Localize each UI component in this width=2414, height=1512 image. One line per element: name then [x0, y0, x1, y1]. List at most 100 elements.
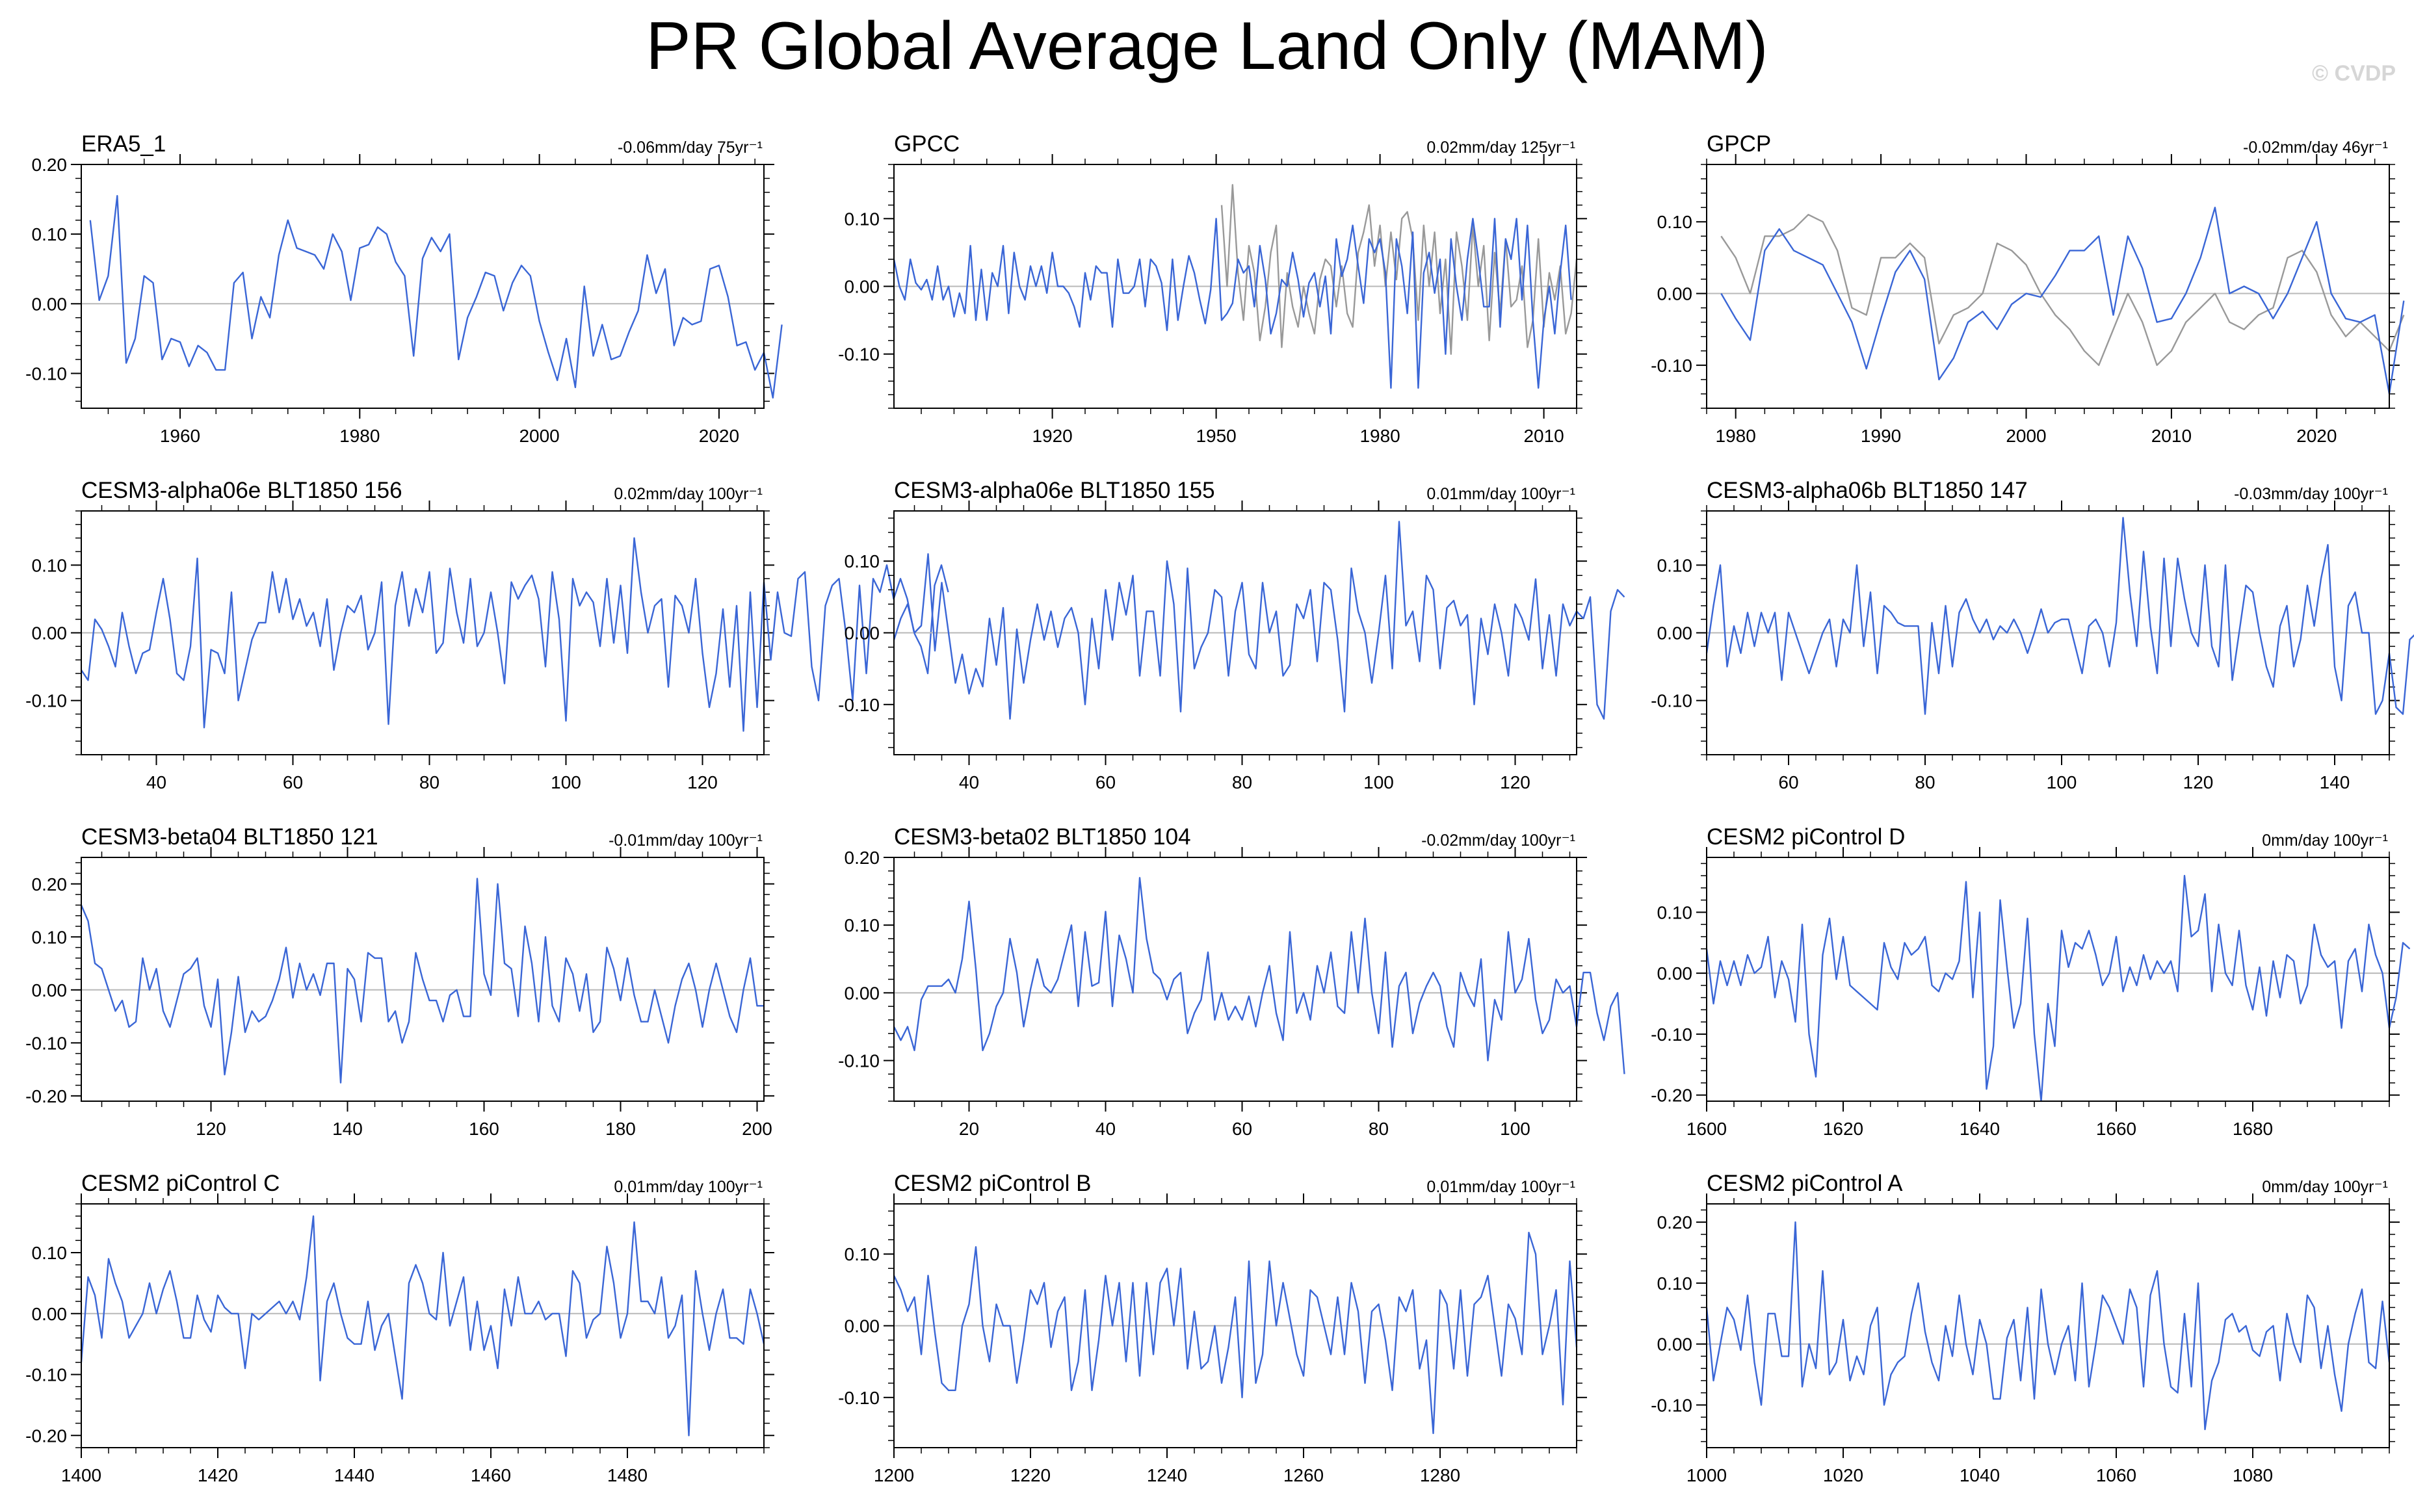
x-tick-label: 1020 [1823, 1465, 1863, 1485]
x-tick-label: 1260 [1283, 1465, 1324, 1485]
trend-label: -0.01mm/day 100yr⁻¹ [609, 831, 763, 850]
series-line [1720, 207, 2405, 395]
series-line [893, 218, 1572, 389]
chart-panel: CESM3-beta02 BLT1850 104 -0.02mm/day 100y… [838, 824, 1625, 1139]
x-tick-label: 1400 [61, 1465, 101, 1485]
x-tick-label: 1480 [607, 1465, 648, 1485]
trend-label: 0mm/day 100yr⁻¹ [2262, 1178, 2388, 1196]
x-tick-label: 120 [1500, 772, 1530, 792]
y-tick-label: 0.00 [32, 294, 68, 314]
y-tick-label: 0.10 [1657, 212, 1693, 232]
x-tick-label: 1000 [1686, 1465, 1727, 1485]
x-tick-label: 1460 [471, 1465, 511, 1485]
plot-frame [893, 510, 1577, 755]
x-tick-label: 2000 [519, 426, 559, 446]
chart-panel: CESM3-alpha06e BLT1850 156 0.02mm/day 100… [25, 478, 949, 792]
y-tick-label: 0.10 [845, 1244, 880, 1264]
y-tick-label: 0.20 [845, 848, 880, 868]
panel-title: CESM2 piControl D [1707, 824, 1905, 850]
x-tick-label: 160 [469, 1119, 499, 1139]
chart-panel: CESM2 piControl A 0mm/day 100yr⁻¹ -0.10 0.0… [1651, 1171, 2400, 1485]
y-tick-label: 0.00 [845, 277, 880, 297]
x-tick-label: 1200 [874, 1465, 914, 1485]
x-tick-label: 100 [2047, 772, 2077, 792]
x-tick-label: 1980 [339, 426, 380, 446]
plot-frame [81, 164, 765, 409]
y-tick-label: 0.10 [1657, 1273, 1693, 1294]
trend-label: 0.01mm/day 100yr⁻¹ [614, 1178, 763, 1196]
y-tick-label: 0.20 [32, 874, 68, 894]
x-tick-label: 140 [332, 1119, 363, 1139]
y-tick-label: 0.10 [1657, 555, 1693, 575]
y-tick-label: 0.00 [1657, 623, 1693, 644]
x-tick-label: 2020 [2296, 426, 2337, 446]
x-tick-label: 1600 [1686, 1119, 1727, 1139]
x-tick-label: 1240 [1147, 1465, 1187, 1485]
y-tick-label: -0.10 [838, 1388, 880, 1408]
x-tick-label: 2010 [2151, 426, 2192, 446]
y-tick-label: 0.00 [845, 623, 880, 644]
x-tick-label: 100 [1500, 1119, 1530, 1139]
y-tick-label: 0.00 [845, 983, 880, 1003]
series-line [80, 1215, 765, 1437]
y-tick-label: -0.20 [1651, 1086, 1692, 1106]
x-tick-label: 1960 [160, 426, 200, 446]
trend-label: 0.01mm/day 100yr⁻¹ [1426, 1178, 1575, 1196]
plot-frame [81, 1203, 765, 1448]
x-tick-label: 80 [1232, 772, 1252, 792]
x-tick-label: 120 [687, 772, 718, 792]
x-tick-label: 1620 [1823, 1119, 1863, 1139]
y-tick-label: 0.00 [32, 623, 68, 644]
y-tick-label: 0.10 [32, 1243, 68, 1263]
trend-label: 0mm/day 100yr⁻¹ [2262, 831, 2388, 850]
chart-panel: ERA5_1 -0.06mm/day 75yr⁻¹ -0.10 0.00 0.10 0.2… [25, 131, 783, 446]
series-line [1705, 874, 2411, 1102]
series-line [893, 1231, 1578, 1435]
x-tick-label: 1080 [2233, 1465, 2273, 1485]
y-tick-label: -0.10 [25, 363, 67, 384]
plot-frame [893, 1203, 1577, 1448]
y-tick-label: 0.00 [845, 1316, 880, 1336]
trend-label: -0.02mm/day 46yr⁻¹ [2243, 138, 2388, 157]
plot-frame [893, 857, 1577, 1102]
x-tick-label: 80 [419, 772, 440, 792]
trend-label: 0.01mm/day 100yr⁻¹ [1426, 485, 1575, 503]
trend-label: -0.03mm/day 100yr⁻¹ [2234, 485, 2388, 503]
y-tick-label: 0.20 [1657, 1212, 1693, 1232]
series-line-secondary [1720, 214, 2405, 366]
plot-frame [81, 857, 765, 1102]
x-tick-label: 1920 [1032, 426, 1072, 446]
x-tick-label: 140 [2320, 772, 2350, 792]
x-tick-label: 80 [1369, 1119, 1389, 1139]
y-tick-label: -0.10 [1651, 691, 1692, 711]
chart-panel: CESM3-alpha06e BLT1850 155 0.01mm/day 100… [838, 478, 1625, 792]
y-tick-label: 0.00 [1657, 963, 1693, 984]
plot-frame [893, 164, 1577, 409]
x-tick-label: 40 [146, 772, 166, 792]
y-tick-label: -0.10 [838, 1051, 880, 1071]
x-tick-label: 120 [2183, 772, 2214, 792]
x-tick-label: 1420 [198, 1465, 238, 1485]
x-tick-label: 40 [1095, 1119, 1116, 1139]
plot-frame [1706, 510, 2390, 755]
series-line [1705, 517, 2414, 715]
series-line-secondary [1220, 184, 1578, 355]
y-tick-label: 0.10 [845, 915, 880, 935]
plot-frame [81, 510, 765, 755]
series-line [81, 537, 949, 732]
chart-panel: CESM2 piControl C 0.01mm/day 100yr⁻¹ -0.20… [25, 1171, 774, 1485]
series-line [893, 521, 1625, 720]
x-tick-label: 1640 [1960, 1119, 2000, 1139]
trend-label: -0.06mm/day 75yr⁻¹ [618, 138, 763, 157]
plot-frame [1706, 857, 2390, 1102]
y-tick-label: 0.00 [32, 980, 68, 1000]
chart-panel: GPCC 0.02mm/day 125yr⁻¹ -0.10 0.00 0.10 1920 1… [838, 131, 1587, 446]
panel-title: GPCP [1707, 131, 1771, 157]
x-tick-label: 100 [551, 772, 581, 792]
panel-title: CESM3-beta02 BLT1850 104 [894, 824, 1191, 850]
y-tick-label: 0.10 [1657, 902, 1693, 922]
y-tick-label: -0.20 [25, 1426, 67, 1446]
y-tick-label: 0.10 [32, 927, 68, 947]
